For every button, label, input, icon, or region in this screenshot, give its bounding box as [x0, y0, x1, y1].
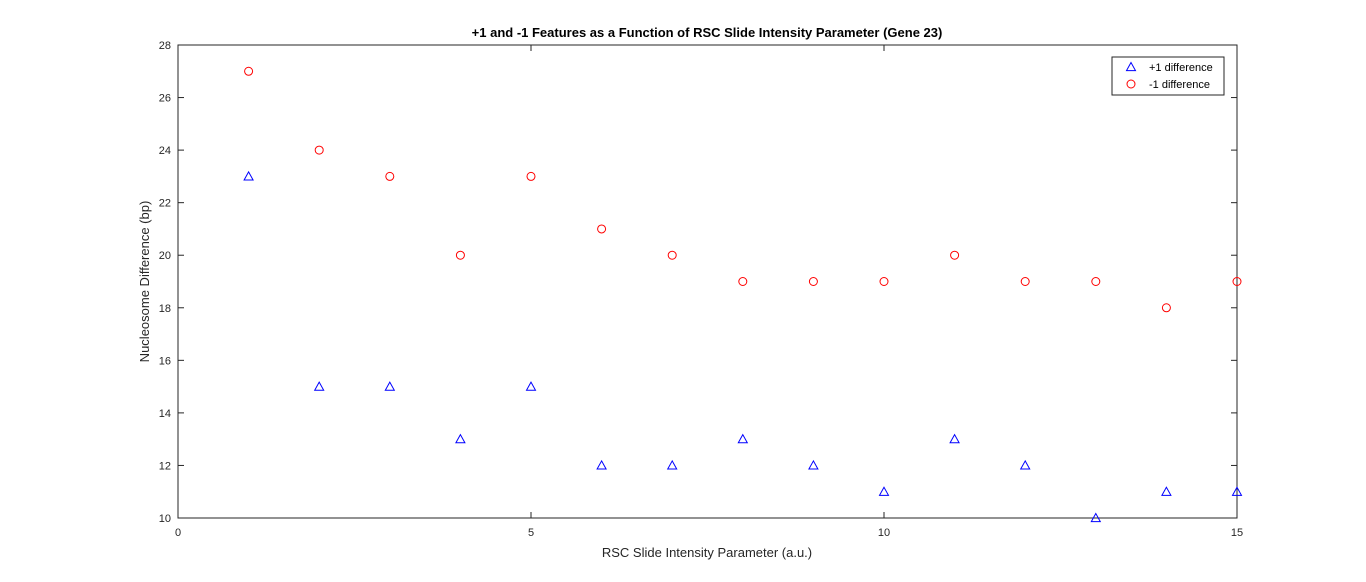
- data-points: [243, 66, 1243, 523]
- minus1-point: [385, 171, 395, 181]
- plus1-point: [1231, 486, 1243, 496]
- plot-area: [177, 44, 1238, 519]
- chart-title: +1 and -1 Features as a Function of RSC …: [472, 25, 943, 40]
- axis-ticks: 0 5 10 15 10 12 14 16 18 20 22 24 26 28: [159, 40, 1243, 539]
- minus1-point: [1091, 277, 1101, 286]
- y-tick-label: 16: [159, 355, 171, 367]
- plus1-point: [243, 170, 254, 181]
- minus1-point: [244, 66, 254, 76]
- plus1-point: [949, 433, 960, 444]
- x-axis-label: RSC Slide Intensity Parameter (a.u.): [602, 545, 812, 560]
- minus1-point: [667, 250, 677, 260]
- plus1-point: [1161, 486, 1172, 496]
- legend-label: -1 difference: [1149, 79, 1210, 91]
- minus1-point: [879, 277, 889, 286]
- legend-label: +1 difference: [1149, 62, 1213, 74]
- x-tick-label: 10: [878, 527, 890, 539]
- y-tick-label: 14: [159, 408, 171, 420]
- y-tick-label: 24: [159, 145, 171, 157]
- y-tick-label: 10: [159, 513, 171, 525]
- minus1-point: [1232, 277, 1242, 286]
- minus1-point: [1020, 277, 1030, 286]
- y-tick-label: 12: [159, 460, 171, 472]
- y-axis-label: Nucleosome Difference (bp): [137, 201, 152, 363]
- plus1-point: [455, 433, 466, 444]
- plus1-point: [808, 459, 819, 470]
- plus1-point: [1090, 512, 1102, 523]
- plus1-point: [1019, 459, 1031, 470]
- minus1-point: [1161, 303, 1171, 313]
- plus1-point: [666, 459, 678, 470]
- x-tick-label: 0: [175, 527, 181, 539]
- plus1-point: [596, 459, 607, 470]
- plus1-point: [525, 381, 537, 391]
- minus1-point: [950, 250, 960, 260]
- minus1-point: [455, 250, 465, 260]
- plus1-point: [384, 381, 396, 391]
- y-tick-label: 22: [159, 198, 171, 210]
- x-tick-label: 15: [1231, 527, 1243, 539]
- plus1-point: [878, 486, 890, 496]
- legend-marker: [1126, 79, 1136, 89]
- y-tick-label: 26: [159, 93, 171, 105]
- y-tick-label: 28: [159, 40, 171, 52]
- minus1-point: [314, 145, 324, 155]
- x-tick-label: 5: [528, 527, 534, 539]
- plus1-point: [313, 381, 325, 391]
- minus1-point: [526, 171, 536, 181]
- minus1-point: [597, 224, 607, 234]
- legend-marker: [1125, 61, 1137, 72]
- y-tick-label: 20: [159, 250, 171, 262]
- legend: +1 difference -1 difference: [1111, 56, 1225, 96]
- minus1-point: [808, 277, 818, 286]
- minus1-point: [738, 277, 748, 286]
- y-tick-label: 18: [159, 303, 171, 315]
- plus1-point: [737, 433, 749, 444]
